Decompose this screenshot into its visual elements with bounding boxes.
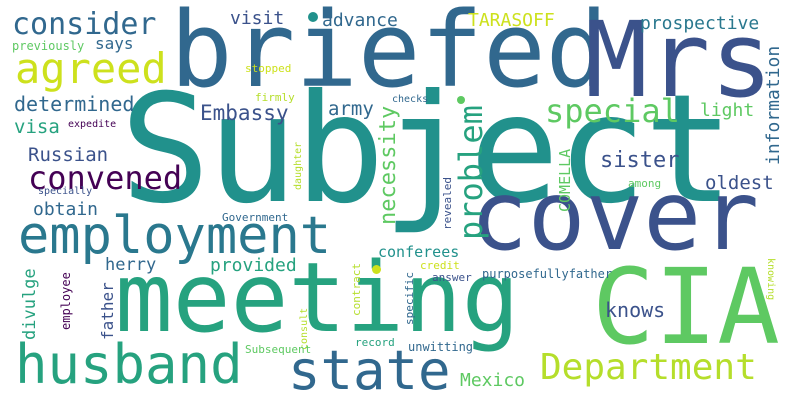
word-consider: consider: [12, 7, 157, 42]
word-convened: convened: [28, 159, 183, 197]
word-embassy: Embassy: [200, 101, 289, 125]
word-answer: answer: [432, 271, 472, 284]
word-husband: husband: [15, 333, 243, 396]
word-stopped: stopped: [245, 62, 292, 75]
word-oldest: oldest: [705, 172, 774, 194]
word-checks: checks: [392, 94, 429, 105]
word-employee: employee: [59, 272, 73, 330]
word-contract: contract: [350, 263, 363, 316]
word-necessity: necessity: [376, 105, 401, 225]
word-obtain: obtain: [33, 199, 99, 220]
word-sister: sister: [600, 148, 680, 173]
word-department: Department: [540, 347, 757, 388]
word-light: light: [700, 100, 755, 121]
word-conferees: conferees: [378, 243, 460, 261]
word-purposefullyfather: purposefullyfather: [482, 267, 613, 281]
word-record: record: [355, 336, 395, 349]
word-state: state: [288, 339, 451, 402]
word-knowing: knowing: [765, 258, 776, 301]
word-comella: COMELLA: [556, 148, 574, 212]
dot-mark: [308, 12, 318, 22]
word-prospective: prospective: [640, 13, 760, 34]
word-subsequent: Subsequent: [245, 343, 312, 356]
word-daughter: daughter: [293, 141, 304, 190]
word-visit: visit: [230, 8, 285, 29]
word-information: information: [763, 45, 784, 165]
word-mrs: Mrs: [585, 0, 773, 121]
word-says: says: [95, 34, 134, 53]
word-determined: determined: [14, 92, 135, 116]
word-unwitting: unwitting: [408, 340, 474, 354]
dot-mark: [457, 96, 465, 104]
word-provided: provided: [210, 255, 297, 276]
word-specially: specially: [38, 186, 93, 197]
word-cia: CIA: [592, 246, 780, 368]
word-problem: problem: [452, 105, 490, 240]
word-special: special: [545, 92, 680, 130]
word-cover: cover: [470, 160, 759, 272]
word-government: Government: [222, 211, 289, 224]
word-revealed: revealed: [441, 177, 454, 230]
word-among: among: [628, 177, 662, 190]
word-knows: knows: [605, 298, 666, 322]
word-expedite: expedite: [68, 119, 117, 130]
word-herry: herry: [105, 255, 157, 275]
word-mexico: Mexico: [460, 370, 526, 391]
word-subject: Subject: [120, 63, 734, 237]
word-briefed: briefed: [170, 0, 609, 111]
word-meeting: meeting: [115, 242, 520, 354]
word-army: army: [328, 98, 374, 120]
word-agreed: agreed: [15, 44, 167, 93]
word-advance: advance: [322, 10, 398, 31]
word-visa: visa: [14, 116, 60, 138]
word-father: father: [98, 282, 117, 340]
word-firmly: firmly: [255, 91, 295, 104]
word-specific: specific: [403, 272, 416, 325]
word-employment: employment: [18, 206, 332, 266]
word-previously: previously: [12, 39, 85, 53]
word-russian: Russian: [28, 144, 109, 166]
dot-mark: [372, 265, 381, 274]
word-divulge: divulge: [20, 268, 40, 340]
word-credit: credit: [420, 259, 460, 272]
word-tarasoff: TARASOFF: [468, 10, 555, 31]
